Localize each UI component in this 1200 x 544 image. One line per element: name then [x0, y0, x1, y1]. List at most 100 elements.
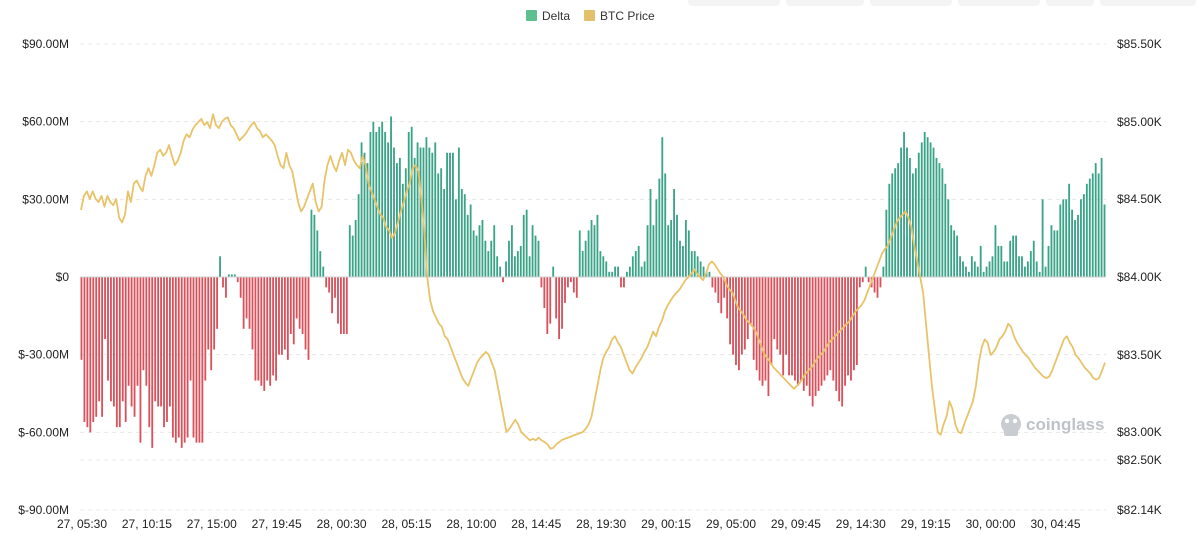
delta-bar[interactable] [693, 251, 696, 277]
delta-bar[interactable] [307, 277, 310, 360]
delta-bar[interactable] [738, 277, 740, 371]
delta-bar[interactable] [864, 266, 867, 277]
delta-bar[interactable] [463, 194, 466, 277]
delta-bar[interactable] [139, 277, 142, 443]
delta-bar[interactable] [1065, 199, 1068, 277]
delta-bar[interactable] [1077, 214, 1079, 277]
delta-bar[interactable] [133, 277, 136, 417]
delta-bar[interactable] [973, 261, 976, 277]
delta-bar[interactable] [174, 277, 177, 443]
delta-bar[interactable] [112, 277, 115, 407]
delta-bar[interactable] [511, 225, 513, 277]
delta-bar[interactable] [107, 277, 109, 381]
delta-bar[interactable] [340, 277, 342, 334]
delta-bar[interactable] [699, 261, 702, 277]
delta-bar[interactable] [761, 277, 764, 386]
delta-bar[interactable] [1050, 225, 1053, 277]
delta-bar[interactable] [844, 277, 846, 386]
delta-bar[interactable] [841, 277, 844, 407]
delta-bar[interactable] [239, 277, 242, 298]
delta-bar[interactable] [823, 277, 826, 381]
delta-bar[interactable] [829, 277, 832, 371]
delta-bar[interactable] [118, 277, 121, 428]
delta-bar[interactable] [779, 277, 782, 355]
delta-bar[interactable] [1029, 251, 1032, 277]
delta-bar[interactable] [723, 277, 726, 298]
delta-bar[interactable] [1091, 173, 1094, 277]
delta-bar[interactable] [758, 277, 761, 381]
delta-bar[interactable] [791, 277, 793, 376]
delta-bar[interactable] [369, 132, 372, 277]
delta-bar[interactable] [605, 261, 608, 277]
delta-bar[interactable] [1035, 261, 1038, 277]
delta-bar[interactable] [496, 256, 499, 277]
delta-bar[interactable] [953, 230, 956, 277]
delta-bar[interactable] [773, 277, 776, 340]
delta-bar[interactable] [189, 277, 192, 381]
delta-bar[interactable] [764, 277, 767, 381]
delta-bar[interactable] [664, 173, 667, 277]
delta-bar[interactable] [853, 277, 855, 371]
delta-bar[interactable] [528, 256, 531, 277]
delta-bar[interactable] [855, 277, 858, 366]
delta-bar[interactable] [631, 256, 634, 277]
delta-bar[interactable] [555, 277, 558, 319]
delta-bar[interactable] [354, 220, 357, 277]
delta-bar[interactable] [767, 277, 770, 397]
delta-bar[interactable] [322, 266, 325, 277]
delta-bar[interactable] [328, 277, 331, 293]
delta-bar[interactable] [676, 214, 678, 277]
delta-bar[interactable] [531, 225, 534, 277]
delta-bar[interactable] [661, 137, 664, 277]
delta-bar[interactable] [1012, 235, 1015, 277]
delta-bar[interactable] [965, 266, 967, 277]
delta-bar[interactable] [690, 251, 693, 277]
delta-bar[interactable] [101, 277, 104, 417]
delta-bar[interactable] [387, 142, 390, 277]
delta-bar[interactable] [86, 277, 89, 428]
delta-bar[interactable] [378, 126, 381, 277]
delta-bar[interactable] [876, 277, 879, 298]
delta-bar[interactable] [493, 225, 496, 277]
delta-bar[interactable] [525, 209, 528, 277]
delta-bar[interactable] [263, 277, 266, 391]
delta-bar[interactable] [384, 132, 387, 277]
delta-bar[interactable] [926, 137, 929, 277]
delta-bar[interactable] [732, 277, 734, 355]
delta-bar[interactable] [679, 240, 681, 277]
delta-bar[interactable] [225, 277, 227, 298]
delta-bar[interactable] [1018, 256, 1020, 277]
delta-bar[interactable] [502, 277, 504, 283]
delta-bar[interactable] [186, 277, 189, 438]
delta-bar[interactable] [213, 277, 216, 350]
delta-bar[interactable] [160, 277, 162, 407]
delta-bar[interactable] [982, 271, 985, 277]
delta-bar[interactable] [711, 277, 714, 288]
delta-bar[interactable] [457, 147, 460, 277]
delta-bar[interactable] [331, 277, 333, 314]
delta-bar[interactable] [154, 277, 157, 402]
delta-bar[interactable] [171, 277, 174, 438]
delta-bar[interactable] [484, 240, 487, 277]
delta-bar[interactable] [799, 277, 802, 381]
delta-bar[interactable] [534, 235, 537, 277]
delta-bar[interactable] [950, 225, 953, 277]
delta-bar[interactable] [740, 277, 743, 355]
top-tab[interactable] [958, 0, 1040, 6]
delta-bar[interactable] [351, 235, 354, 277]
legend-label-0[interactable]: Delta [542, 9, 570, 23]
delta-bar[interactable] [248, 277, 251, 329]
delta-bar[interactable] [222, 277, 224, 288]
delta-bar[interactable] [180, 277, 183, 448]
delta-bar[interactable] [735, 277, 737, 366]
delta-bar[interactable] [673, 188, 675, 277]
delta-bar[interactable] [564, 277, 566, 303]
delta-bar[interactable] [1094, 163, 1097, 277]
delta-bar[interactable] [935, 157, 938, 277]
delta-bar[interactable] [625, 271, 628, 277]
delta-bar[interactable] [266, 277, 269, 381]
delta-bar[interactable] [1059, 204, 1062, 277]
delta-bar[interactable] [826, 277, 829, 376]
delta-bar[interactable] [92, 277, 95, 422]
delta-bar[interactable] [1047, 245, 1050, 277]
